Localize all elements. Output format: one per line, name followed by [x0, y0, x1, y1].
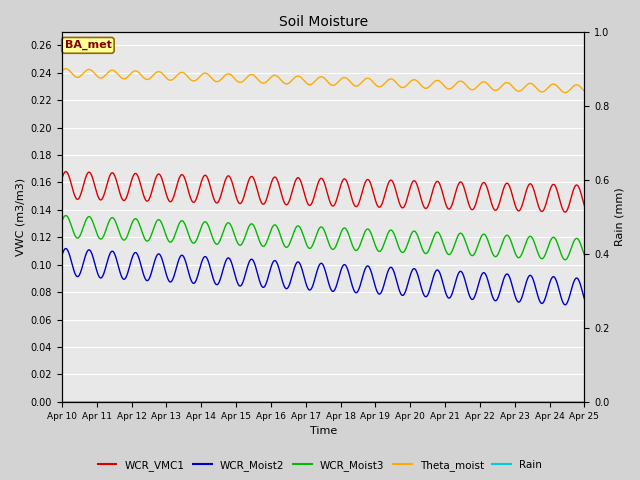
- WCR_Moist3: [281, 244, 289, 250]
- Rain: [58, 399, 66, 405]
- WCR_VMC1: [580, 203, 588, 208]
- WCR_Moist2: [62, 246, 70, 252]
- Theta_moist: [580, 88, 588, 94]
- Theta_moist: [571, 83, 579, 88]
- Line: Theta_moist: Theta_moist: [62, 69, 584, 93]
- WCR_VMC1: [281, 201, 289, 207]
- Text: BA_met: BA_met: [65, 40, 111, 50]
- Theta_moist: [62, 66, 70, 72]
- WCR_VMC1: [561, 209, 569, 215]
- WCR_Moist3: [514, 254, 522, 260]
- WCR_VMC1: [149, 186, 157, 192]
- Line: WCR_Moist2: WCR_Moist2: [62, 249, 584, 305]
- WCR_Moist2: [571, 277, 579, 283]
- Line: WCR_VMC1: WCR_VMC1: [62, 171, 584, 212]
- Y-axis label: VWC (m3/m3): VWC (m3/m3): [15, 178, 25, 256]
- Theta_moist: [259, 80, 266, 86]
- Rain: [570, 399, 578, 405]
- WCR_VMC1: [62, 168, 70, 174]
- Line: WCR_Moist3: WCR_Moist3: [62, 216, 584, 260]
- Y-axis label: Rain (mm): Rain (mm): [615, 187, 625, 246]
- WCR_Moist3: [58, 218, 66, 224]
- X-axis label: Time: Time: [310, 426, 337, 436]
- Theta_moist: [561, 90, 569, 96]
- Rain: [148, 399, 156, 405]
- WCR_Moist3: [259, 243, 266, 249]
- WCR_VMC1: [118, 195, 125, 201]
- WCR_Moist2: [259, 284, 266, 290]
- WCR_Moist3: [580, 252, 588, 258]
- Theta_moist: [281, 81, 289, 86]
- WCR_VMC1: [571, 185, 579, 191]
- WCR_VMC1: [58, 176, 66, 181]
- Rain: [580, 399, 588, 405]
- Theta_moist: [58, 68, 66, 73]
- Theta_moist: [514, 88, 522, 94]
- WCR_Moist2: [118, 274, 125, 279]
- Legend: WCR_VMC1, WCR_Moist2, WCR_Moist3, Theta_moist, Rain: WCR_VMC1, WCR_Moist2, WCR_Moist3, Theta_…: [93, 456, 547, 475]
- WCR_VMC1: [514, 208, 522, 214]
- WCR_Moist3: [149, 228, 157, 234]
- Theta_moist: [118, 75, 125, 81]
- WCR_Moist2: [580, 296, 588, 301]
- Theta_moist: [149, 73, 157, 79]
- Rain: [514, 399, 522, 405]
- Rain: [281, 399, 289, 405]
- WCR_Moist2: [514, 299, 522, 305]
- Rain: [118, 399, 125, 405]
- WCR_Moist2: [561, 302, 569, 308]
- Rain: [259, 399, 266, 405]
- WCR_Moist2: [58, 252, 66, 258]
- Title: Soil Moisture: Soil Moisture: [278, 15, 368, 29]
- WCR_Moist2: [281, 285, 289, 290]
- WCR_VMC1: [259, 201, 266, 207]
- WCR_Moist2: [149, 265, 157, 271]
- WCR_Moist3: [571, 238, 579, 243]
- WCR_Moist3: [118, 235, 125, 241]
- WCR_Moist3: [62, 213, 70, 218]
- WCR_Moist3: [561, 257, 569, 263]
